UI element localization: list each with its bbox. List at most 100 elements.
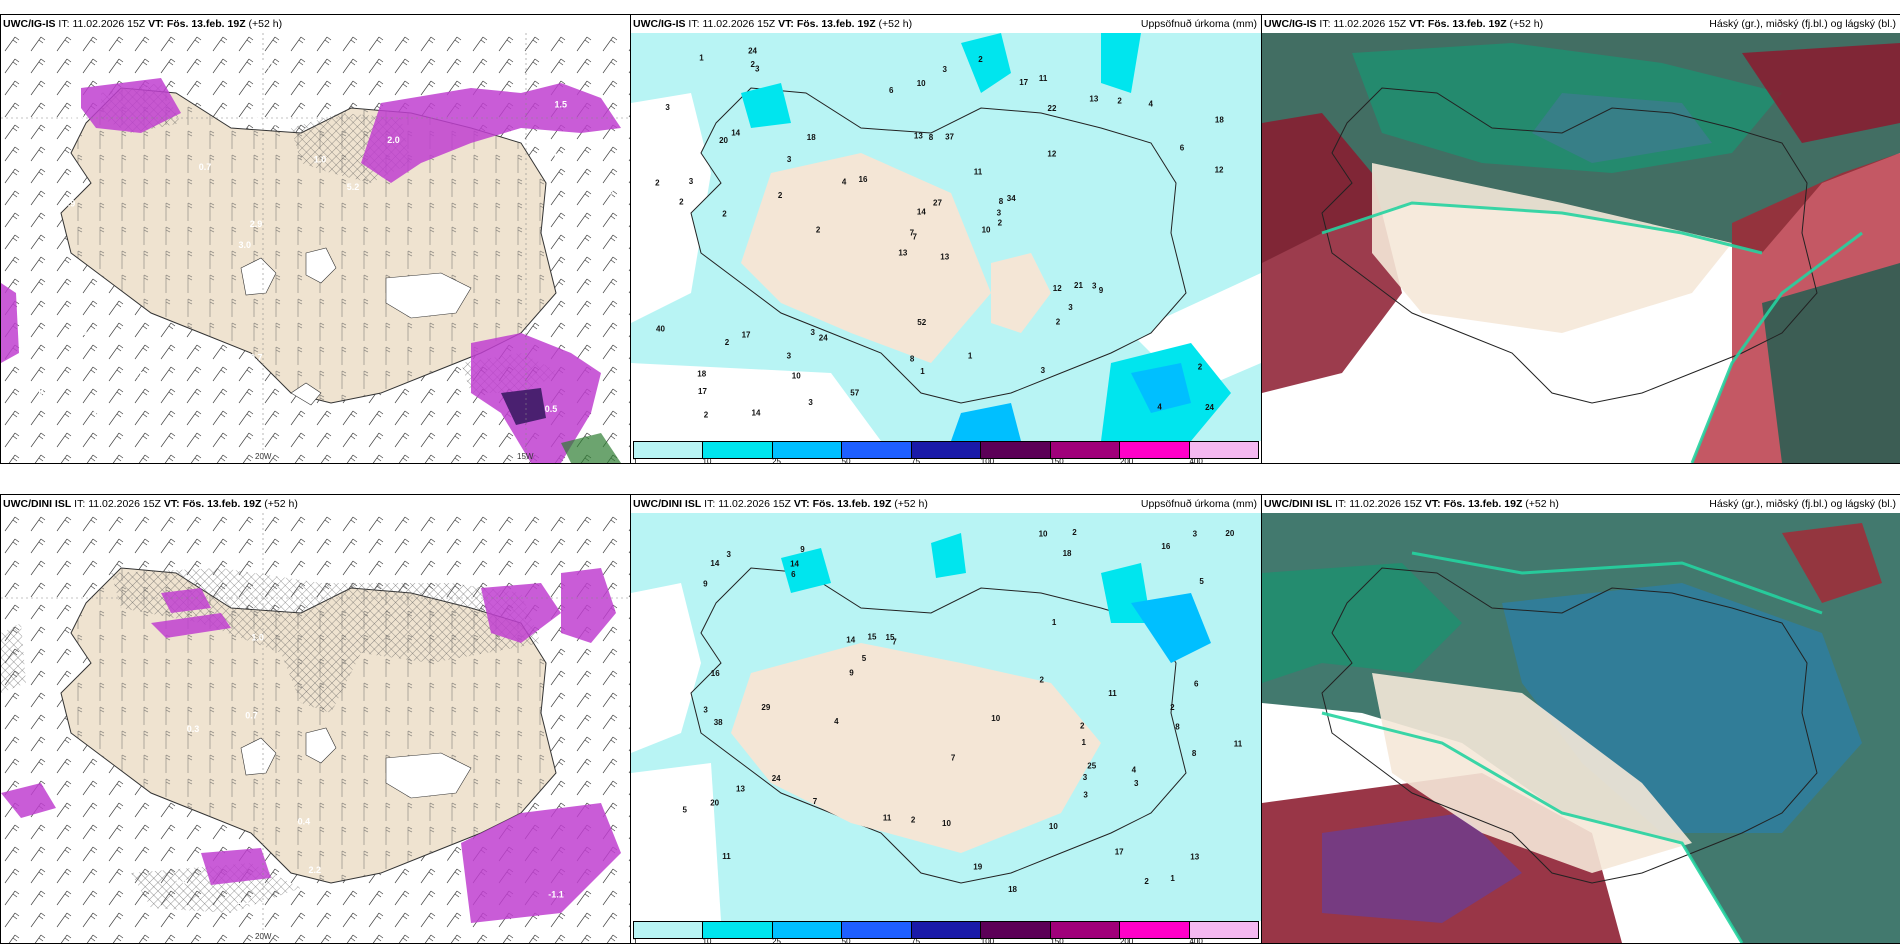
lon-label-20w: 20W [255,452,272,461]
panel-top-right: UWC/IG-IS IT: 11.02.2026 15Z VT: Fös. 13… [1261,14,1900,464]
value-label: 13 [940,252,949,261]
value-label: 2 [1080,721,1085,730]
value-label: 20 [719,136,728,145]
value-label: 0.9 [269,525,282,535]
legend-swatch [773,922,842,938]
value-label: 24 [819,334,828,343]
init-time: 11.02.2026 15Z [72,18,145,30]
value-label: 37 [945,133,954,142]
value-label: 1.4 [444,855,457,865]
value-label: 7 [910,228,915,237]
value-label: 6 [889,86,894,95]
legend-swatch [912,442,981,458]
value-label: 2 [911,816,916,825]
value-label: 0.7 [250,353,263,363]
value-label: 10 [1049,822,1058,831]
lead-time: (+52 h) [1525,498,1559,510]
value-label: 12 [1053,284,1062,293]
value-label: 7 [951,754,956,763]
value-label: 2 [1040,676,1045,685]
lead-time: (+52 h) [249,18,283,30]
value-label: 18 [1215,116,1224,125]
value-label: 2 [998,219,1003,228]
init-time: 11.02.2026 15Z [718,498,791,510]
value-label: 2 [704,411,709,420]
value-label: 2 [1056,317,1061,326]
value-label: 3 [1041,366,1046,375]
value-label: 2 [1170,703,1175,712]
value-label: 2 [1198,363,1203,372]
value-label: 2 [722,210,727,219]
value-label: 19 [973,863,982,872]
value-label: 10 [1039,530,1048,539]
value-label: 3 [755,64,760,73]
value-label: 11 [722,852,731,861]
value-label: 1.1 [238,896,251,906]
legend-swatch [912,922,981,938]
value-label: 20.1 [257,61,275,71]
value-label: 3 [787,352,792,361]
init-time: 11.02.2026 15Z [1349,498,1422,510]
value-label: 2 [679,198,684,207]
value-label: 40 [656,324,665,333]
legend-tick: 10 [703,457,712,464]
value-label: 15 [886,633,895,642]
legend-tick: 100 [981,457,994,464]
init-time: 11.02.2026 15Z [702,18,775,30]
value-label: 7 [813,797,818,806]
panel-bottom-right: UWC/DINI ISL IT: 11.02.2026 15Z VT: Fös.… [1261,494,1900,944]
value-label: -1.1 [548,890,564,900]
value-label: 2 [1144,877,1149,886]
legend-tick: 200 [1120,937,1133,944]
model-name: UWC/DINI ISL [633,498,701,510]
value-label: 10 [942,819,951,828]
lead-time: (+52 h) [894,498,928,510]
value-label: 52 [917,318,926,327]
value-label: 8 [1175,723,1180,732]
value-label: 3 [1193,530,1198,539]
value-label: 12 [1047,149,1056,158]
value-label: 0.8 [82,327,95,337]
value-label: 11 [883,814,892,823]
value-label: 14 [846,635,855,644]
value-label: 2.0 [387,135,400,145]
value-label: 2 [978,55,983,64]
legend-tick: 25 [772,937,781,944]
map-clouds-top [1262,33,1900,463]
value-label: 3 [943,65,948,74]
value-label: 17 [742,330,751,339]
valid-time: Fös. 13.feb. 19Z [797,18,876,30]
legend-swatch [634,442,703,458]
value-label: 13 [1190,852,1199,861]
legend-ticks: 1 10 25 50 75 100 150 200 400 [633,937,1259,944]
value-label: 10 [991,714,1000,723]
value-label: 1.0 [314,154,327,164]
panel-top-left: UWC/IG-IS IT: 11.02.2026 15Z VT: Fös. 13… [0,14,631,464]
value-label: 3.5 [92,410,105,420]
valid-time: Fös. 13.feb. 19Z [813,498,892,510]
value-label: 11 [1039,74,1048,83]
field-title: Uppsöfnuð úrkoma (mm) [1141,495,1257,513]
value-label: 3.0 [239,240,252,250]
value-label: 13 [1089,95,1098,104]
value-label: 8 [910,355,915,364]
model-name: UWC/IG-IS [1264,18,1317,30]
value-label: 14 [731,128,740,137]
value-label: 17 [1019,78,1028,87]
legend-swatch [1120,442,1189,458]
value-label: 14 [710,559,719,568]
value-label: 3 [689,177,694,186]
value-label: 0.6 [39,387,52,397]
panel-header: UWC/IG-IS IT: 11.02.2026 15Z VT: Fös. 13… [1,15,630,33]
legend-swatch [981,442,1050,458]
value-label: 24 [1205,403,1214,412]
value-label: 4 [842,178,847,187]
value-label: 3.9 [393,278,406,288]
value-label: 4 [834,717,839,726]
legend-swatch [842,922,911,938]
value-label: 4 [1157,402,1162,411]
value-label: 0.9 [63,199,76,209]
legend-swatch [1190,922,1258,938]
map-wind-top: 20W 15W 0.5 0.9 1.5 3.0 2.0 3.5 3.4 1.0 0.8 0.7 0.… [1,33,630,463]
lon-label-20w: 20W [255,932,272,941]
